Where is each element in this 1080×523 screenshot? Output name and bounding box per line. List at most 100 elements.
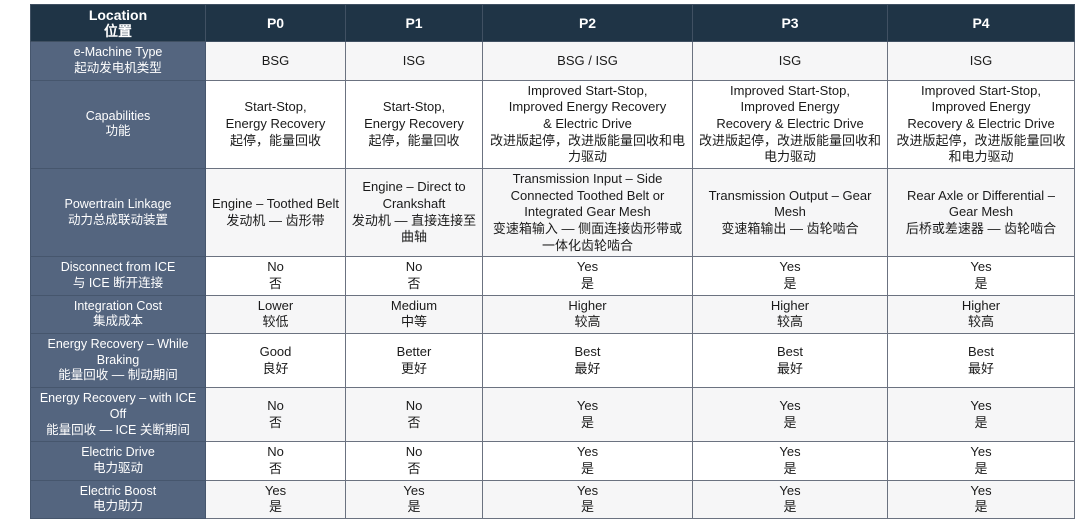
data-cell: Yes 是 <box>692 256 888 296</box>
data-cell: Improved Start-Stop, Improved Energy Reco… <box>482 79 693 169</box>
data-cell: Transmission Output – Gear Mesh 变速箱输出 — 齿… <box>692 167 888 258</box>
row-label-cell: Capabilities 功能 <box>30 79 206 169</box>
header-label-p4: P4 <box>972 15 990 32</box>
row-label-cell: Electric Boost 电力助力 <box>30 479 206 520</box>
data-cell: BSG <box>205 41 346 81</box>
row-label-en: Energy Recovery – While Braking <box>47 337 189 367</box>
cell-text-en: Lower <box>257 297 294 313</box>
header-label-p3: P3 <box>781 15 799 32</box>
cell-text-en: Rear Axle or Differential – Gear Mesh <box>907 187 1055 220</box>
header-cell-p4[interactable]: P4 <box>887 3 1075 43</box>
row-label-cell: e-Machine Type 起动发电机类型 <box>30 41 206 81</box>
cell-text-zh: 变速箱输出 — 齿轮啮合 <box>721 220 859 236</box>
cell-text-en: Yes <box>779 444 801 460</box>
data-cell: No 否 <box>205 256 346 296</box>
cell-text-en: Yes <box>264 482 287 498</box>
data-cell: Yes 是 <box>345 479 483 520</box>
data-cell: Higher 较高 <box>692 294 888 335</box>
cell-text-en: Start-Stop, Energy Recovery <box>225 99 326 131</box>
cell-text-en: Yes <box>970 444 992 460</box>
data-cell: No 否 <box>345 441 483 481</box>
table-header: Location 位置 P0 P1 P2 P3 P4 <box>30 3 1075 43</box>
cell-text-en: Best <box>776 344 803 360</box>
cell-text-en: Yes <box>970 482 992 498</box>
cell-text-en: No <box>405 444 423 460</box>
cell-text-zh: 是 <box>783 414 797 430</box>
cell-text-en: ISG <box>402 52 426 68</box>
cell-text-zh: 较高 <box>776 314 803 330</box>
cell-text-en: Best <box>574 344 601 360</box>
cell-text-en: Improved Start-Stop, Improved Energy Reco… <box>508 82 667 131</box>
cell-text-zh: 否 <box>407 276 421 292</box>
cell-text-en: Yes <box>779 398 801 414</box>
data-cell: Start-Stop, Energy Recovery 起停，能量回收 <box>205 79 346 169</box>
cell-text-zh: 改进版起停，改进版能量回收和电力驱动 <box>698 132 881 165</box>
data-cell: Yes 是 <box>692 387 888 443</box>
table-row: Capabilities 功能 Start-Stop, Energy Recovery… <box>30 79 1075 169</box>
row-label-en: Capabilities <box>85 108 151 123</box>
cell-text-zh: 较低 <box>262 314 289 330</box>
cell-text-en: No <box>267 444 284 460</box>
header-location-en: Location <box>88 7 148 23</box>
row-label-zh: 起动发电机类型 <box>74 60 162 75</box>
cell-text-zh: 是 <box>974 276 988 292</box>
cell-text-en: Yes <box>779 259 801 275</box>
cell-text-en: Yes <box>779 482 801 498</box>
data-cell: Engine – Direct to Crankshaft 发动机 — 直接连接至… <box>345 167 483 258</box>
cell-text-en: ISG <box>969 52 993 68</box>
cell-text-zh: 否 <box>407 414 421 430</box>
header-cell-p1[interactable]: P1 <box>345 3 483 43</box>
header-cell-p3[interactable]: P3 <box>692 3 888 43</box>
row-label-cell: Integration Cost 集成成本 <box>30 294 206 335</box>
row-label-zh: 能量回收 — ICE 关断期间 <box>46 422 190 437</box>
cell-text-en: ISG <box>778 52 802 68</box>
data-cell: Yes 是 <box>482 479 693 520</box>
cell-text-en: No <box>267 259 284 275</box>
cell-text-en: Higher <box>961 297 1001 313</box>
data-cell: ISG <box>887 41 1075 81</box>
data-cell: Higher 较高 <box>887 294 1075 335</box>
cell-text-en: No <box>405 259 423 275</box>
data-cell: Yes 是 <box>482 256 693 296</box>
data-cell: Yes 是 <box>887 256 1075 296</box>
header-cell-location: Location 位置 <box>30 3 206 43</box>
cell-text-en: Higher <box>770 297 810 313</box>
cell-text-en: Yes <box>576 444 599 460</box>
data-cell: Best 最好 <box>482 333 693 389</box>
data-cell: Better 更好 <box>345 333 483 389</box>
cell-text-zh: 发动机 — 齿形带 <box>226 212 325 228</box>
cell-text-zh: 是 <box>974 460 988 476</box>
cell-text-zh: 否 <box>268 460 282 476</box>
cell-text-zh: 改进版起停，改进版能量回收和电力驱动 <box>896 132 1066 165</box>
row-label-cell: Electric Drive 电力驱动 <box>30 441 206 481</box>
header-label-p1: P1 <box>405 15 423 32</box>
row-label-zh: 集成成本 <box>92 314 143 329</box>
data-cell: Yes 是 <box>482 441 693 481</box>
row-label-zh: 电力助力 <box>92 499 143 514</box>
cell-text-zh: 较高 <box>967 314 994 330</box>
data-cell: Engine – Toothed Belt 发动机 — 齿形带 <box>205 167 346 258</box>
cell-text-en: Yes <box>576 398 599 414</box>
header-cell-p2[interactable]: P2 <box>482 3 693 43</box>
row-label-en: Integration Cost <box>73 298 163 313</box>
header-label-p2: P2 <box>578 15 597 32</box>
table-row: e-Machine Type 起动发电机类型 BSG ISG BSG / ISG ISG I… <box>30 41 1075 81</box>
cell-text-en: Yes <box>576 482 599 498</box>
cell-text-zh: 中等 <box>400 314 427 330</box>
cell-text-zh: 是 <box>974 499 988 515</box>
cell-text-zh: 是 <box>783 499 797 515</box>
data-cell: Higher 较高 <box>482 294 693 335</box>
row-label-en: Electric Boost <box>79 483 157 498</box>
cell-text-zh: 最好 <box>776 360 803 376</box>
cell-text-en: BSG / ISG <box>557 52 618 68</box>
table-row: Electric Drive 电力驱动 No 否 No 否 Yes 是 Yes 是 Yes 是 <box>30 441 1075 481</box>
data-cell: Transmission Input – Side Connected Toot… <box>482 167 693 258</box>
data-cell: Best 最好 <box>692 333 888 389</box>
header-cell-p0[interactable]: P0 <box>205 3 346 43</box>
cell-text-en: Higher <box>568 297 607 313</box>
data-cell: No 否 <box>345 256 483 296</box>
cell-text-zh: 发动机 — 直接连接至曲轴 <box>351 212 477 245</box>
cell-text-en: Yes <box>970 398 992 414</box>
cell-text-zh: 变速箱输入 — 侧面连接齿形带或一体化齿轮啮合 <box>492 220 683 253</box>
cell-text-en: Improved Start-Stop, Improved Energy Recov… <box>907 82 1055 131</box>
